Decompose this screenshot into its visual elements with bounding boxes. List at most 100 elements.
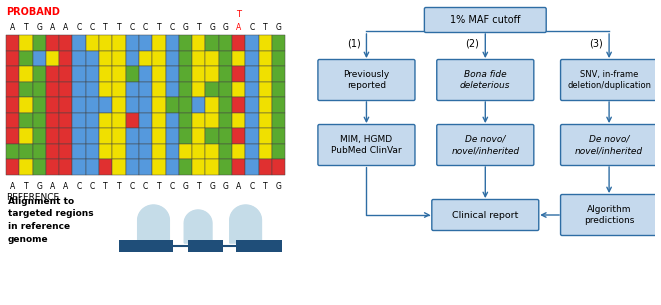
Text: C: C <box>143 23 148 32</box>
Bar <box>19 144 32 160</box>
Bar <box>232 128 245 144</box>
Text: G: G <box>36 182 42 191</box>
Bar <box>272 128 286 144</box>
Text: PROBAND: PROBAND <box>6 7 59 17</box>
Bar <box>179 144 192 160</box>
Bar <box>46 51 59 66</box>
Bar <box>86 144 99 160</box>
Bar <box>59 113 73 128</box>
Bar <box>152 144 165 160</box>
Bar <box>126 144 139 160</box>
Text: G: G <box>276 23 282 32</box>
Bar <box>179 82 192 97</box>
Bar <box>6 82 19 97</box>
Text: T: T <box>157 182 161 191</box>
FancyBboxPatch shape <box>561 195 658 235</box>
Bar <box>206 113 219 128</box>
Bar <box>152 66 165 82</box>
Text: A: A <box>10 23 15 32</box>
Bar <box>165 113 179 128</box>
FancyBboxPatch shape <box>318 124 415 166</box>
Bar <box>139 144 152 160</box>
Bar <box>112 66 126 82</box>
Bar <box>6 160 19 175</box>
Bar <box>73 66 86 82</box>
Bar <box>32 82 46 97</box>
Bar <box>272 97 286 113</box>
Text: C: C <box>249 182 254 191</box>
Text: C: C <box>77 182 82 191</box>
Bar <box>19 128 32 144</box>
Bar <box>179 66 192 82</box>
Bar <box>59 97 73 113</box>
Bar <box>32 160 46 175</box>
Text: T: T <box>117 182 122 191</box>
Text: T: T <box>196 23 201 32</box>
Bar <box>219 113 232 128</box>
Bar <box>152 82 165 97</box>
Text: C: C <box>130 23 135 32</box>
Bar <box>192 82 206 97</box>
Bar <box>59 51 73 66</box>
Bar <box>73 35 86 51</box>
Bar <box>73 128 86 144</box>
Bar <box>258 35 272 51</box>
Bar <box>245 113 258 128</box>
Text: C: C <box>130 182 135 191</box>
Bar <box>99 97 112 113</box>
Bar <box>99 51 112 66</box>
Bar <box>165 51 179 66</box>
Text: A: A <box>63 182 69 191</box>
Bar <box>112 128 126 144</box>
Bar <box>245 97 258 113</box>
Bar <box>272 51 286 66</box>
Bar <box>6 35 19 51</box>
Bar <box>165 82 179 97</box>
Bar <box>46 144 59 160</box>
Bar <box>192 66 206 82</box>
Bar <box>272 66 286 82</box>
Bar <box>86 113 99 128</box>
Bar <box>192 128 206 144</box>
Bar <box>86 51 99 66</box>
Bar <box>165 128 179 144</box>
Bar <box>219 144 232 160</box>
Bar <box>258 51 272 66</box>
Text: De novo/
novel/inherited: De novo/ novel/inherited <box>451 135 520 155</box>
Text: A: A <box>50 23 55 32</box>
Bar <box>139 113 152 128</box>
Bar <box>73 160 86 175</box>
Text: A: A <box>10 182 15 191</box>
Bar <box>219 66 232 82</box>
Text: C: C <box>90 182 95 191</box>
Bar <box>272 113 286 128</box>
Bar <box>219 160 232 175</box>
FancyBboxPatch shape <box>318 59 415 101</box>
Text: (3): (3) <box>590 39 603 49</box>
Text: MIM, HGMD
PubMed ClinVar: MIM, HGMD PubMed ClinVar <box>331 135 402 155</box>
Bar <box>258 113 272 128</box>
Bar <box>179 113 192 128</box>
Bar <box>245 82 258 97</box>
Bar <box>206 128 219 144</box>
Text: G: G <box>36 23 42 32</box>
Bar <box>86 82 99 97</box>
Bar <box>46 97 59 113</box>
Bar <box>112 160 126 175</box>
Text: Algorithm
predictions: Algorithm predictions <box>584 205 635 225</box>
Bar <box>126 97 139 113</box>
Text: G: G <box>223 23 228 32</box>
Bar <box>6 128 19 144</box>
Bar <box>46 113 59 128</box>
Bar <box>126 82 139 97</box>
Bar <box>192 113 206 128</box>
Bar <box>245 35 258 51</box>
Bar <box>32 51 46 66</box>
Text: C: C <box>77 23 82 32</box>
Bar <box>236 240 282 252</box>
Bar <box>119 240 173 252</box>
Bar <box>99 113 112 128</box>
Bar <box>245 144 258 160</box>
Bar <box>59 144 73 160</box>
Bar <box>272 35 286 51</box>
